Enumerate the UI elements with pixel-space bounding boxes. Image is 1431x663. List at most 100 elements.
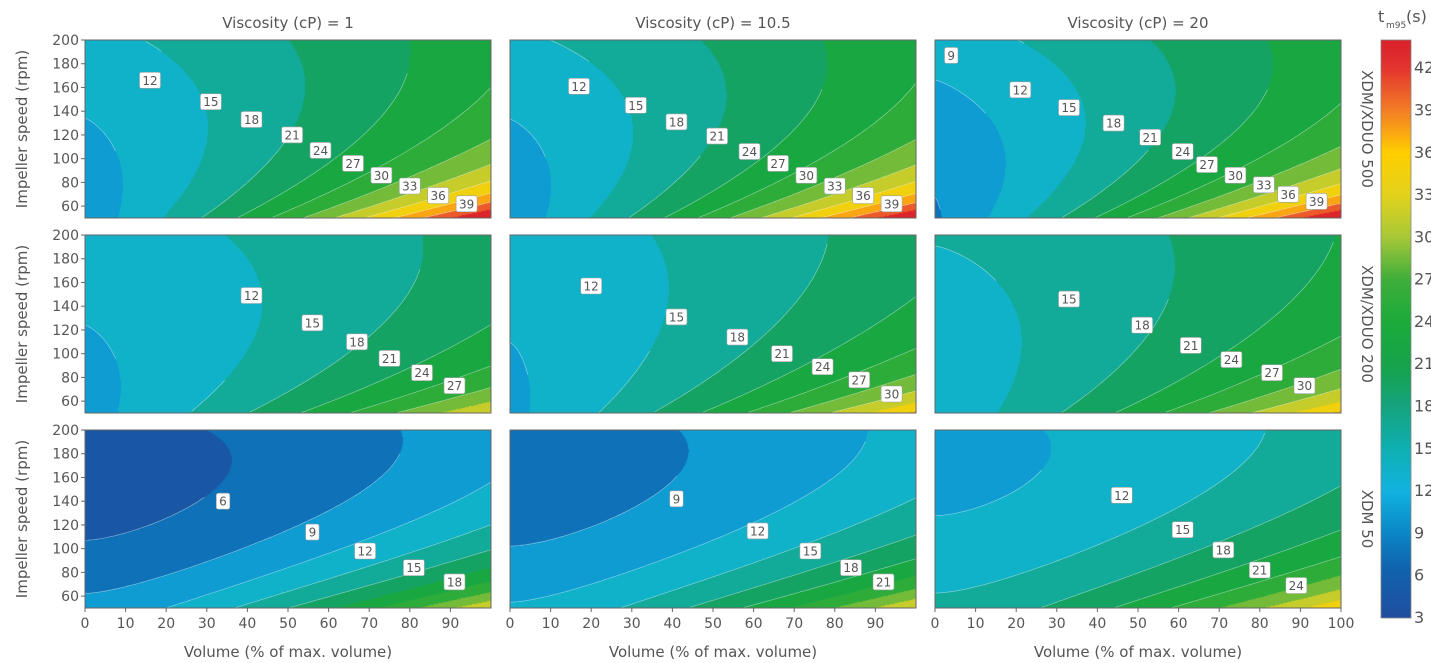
x-tick-label: 80 bbox=[1251, 616, 1269, 632]
colorbar-tick-label: 6 bbox=[1414, 566, 1424, 585]
x-tick-label: 40 bbox=[238, 616, 256, 632]
contour-label-text: 30 bbox=[884, 388, 899, 402]
contour-label: 27 bbox=[767, 155, 789, 172]
contour-label-text: 18 bbox=[730, 331, 745, 345]
contour-label-text: 12 bbox=[357, 545, 372, 559]
contour-label-text: 12 bbox=[1013, 83, 1028, 97]
contour-line-27 bbox=[1208, 368, 1342, 414]
contour-label-box bbox=[1249, 561, 1271, 579]
contour-label-text: 33 bbox=[402, 180, 417, 194]
contour-line-21 bbox=[1094, 89, 1268, 219]
contour-label-box bbox=[665, 113, 688, 131]
contour-line-9 bbox=[509, 475, 678, 547]
contour-line-15 bbox=[191, 380, 225, 412]
contour-label-box bbox=[1261, 364, 1283, 382]
contour-label: 27 bbox=[443, 377, 466, 395]
contour-label: 24 bbox=[811, 358, 834, 376]
contour-label-text: 24 bbox=[815, 360, 830, 374]
contour-label-box bbox=[370, 167, 393, 184]
contour-label-text: 15 bbox=[203, 95, 218, 109]
colorbar-tick-label: 27 bbox=[1414, 270, 1431, 289]
x-tick-label: 50 bbox=[1129, 616, 1147, 632]
contour-label-text: 18 bbox=[1106, 117, 1121, 131]
colorbar-tick-label: 39 bbox=[1414, 101, 1431, 120]
contour-label-box bbox=[706, 127, 728, 145]
contour-label-box bbox=[240, 111, 263, 128]
contour-label: 21 bbox=[1249, 561, 1271, 579]
contour-label: 15 bbox=[403, 559, 425, 577]
contour-label-box bbox=[398, 177, 421, 195]
contour-label-text: 21 bbox=[876, 575, 891, 589]
contour-label-text: 27 bbox=[770, 157, 785, 171]
colorbar-tick-label: 30 bbox=[1414, 227, 1431, 246]
contour-label-box bbox=[872, 573, 895, 591]
y-axis-label-row-1: Impeller speed (rpm) bbox=[13, 50, 31, 208]
y-tick-label: 200 bbox=[52, 33, 79, 49]
contour-label-text: 21 bbox=[1183, 339, 1198, 353]
contour-fill bbox=[510, 430, 916, 608]
contour-label-text: 24 bbox=[414, 366, 429, 380]
y-tick-label: 80 bbox=[61, 175, 79, 191]
x-tick-label: 30 bbox=[198, 616, 216, 632]
contour-label-box bbox=[1277, 186, 1299, 203]
contour-label-text: 27 bbox=[345, 157, 360, 171]
y-tick-label: 60 bbox=[61, 589, 79, 605]
contour-label-box bbox=[665, 308, 688, 326]
x-tick-label: 50 bbox=[704, 616, 722, 632]
contour-fill bbox=[935, 430, 1341, 608]
contour-label: 27 bbox=[342, 155, 364, 172]
x-tick-label: 90 bbox=[1291, 616, 1309, 632]
contour-label-text: 27 bbox=[447, 379, 462, 393]
contour-label-box bbox=[799, 542, 822, 560]
contour-label-text: 9 bbox=[947, 49, 955, 63]
contour-line-12 bbox=[509, 118, 546, 158]
panel-r1-c3: 9 12 15 18 21 24 27 30 33 36 39 bbox=[934, 39, 1342, 219]
x-tick-label: 0 bbox=[506, 616, 515, 632]
contour-label-text: 39 bbox=[1309, 195, 1324, 209]
contour-label-box bbox=[427, 187, 450, 204]
contour-label: 21 bbox=[378, 350, 401, 367]
contour-label-box bbox=[139, 72, 161, 89]
contour-line-12 bbox=[84, 117, 116, 151]
contour-label-text: 36 bbox=[1281, 188, 1296, 202]
y-tick-label: 120 bbox=[52, 128, 79, 144]
y-tick-label: 100 bbox=[52, 542, 79, 558]
contour-line-12 bbox=[934, 79, 987, 114]
contour-line-24 bbox=[748, 347, 917, 413]
contour-label: 27 bbox=[1261, 364, 1283, 382]
contour-line-15 bbox=[1018, 40, 1024, 44]
contour-label-text: 12 bbox=[142, 74, 157, 88]
contour-label: 18 bbox=[443, 573, 466, 591]
contour-label-box bbox=[1196, 156, 1218, 173]
contour-label: 15 bbox=[1171, 521, 1194, 539]
contour-label: 30 bbox=[1293, 377, 1316, 395]
contour-line-15 bbox=[145, 40, 162, 52]
contour-label-box bbox=[795, 167, 818, 184]
y-tick-label: 160 bbox=[52, 80, 79, 96]
contour-label-text: 24 bbox=[1289, 579, 1304, 593]
contour-line-12 bbox=[509, 441, 866, 603]
x-tick-label: 70 bbox=[1210, 616, 1228, 632]
contour-label: 18 bbox=[1102, 114, 1125, 132]
contour-label: 33 bbox=[398, 177, 421, 195]
y-tick-label: 60 bbox=[61, 394, 79, 410]
contour-label: 9 bbox=[305, 523, 320, 541]
contour-label: 12 bbox=[240, 287, 263, 304]
x-tick-label: 60 bbox=[320, 616, 338, 632]
contour-label-box bbox=[746, 522, 769, 540]
contour-label-text: 18 bbox=[447, 575, 462, 589]
colorbar-tick-label: 18 bbox=[1414, 397, 1431, 416]
contour-label-text: 21 bbox=[774, 347, 789, 361]
contour-label: 12 bbox=[1009, 81, 1032, 99]
contour-label: 15 bbox=[665, 308, 688, 326]
contour-label-text: 18 bbox=[843, 561, 858, 575]
contour-line-18 bbox=[654, 243, 828, 413]
contour-label: 18 bbox=[665, 113, 688, 131]
column-title-2: Viscosity (cP) = 10.5 bbox=[635, 14, 790, 32]
contour-line-18 bbox=[1041, 485, 1342, 608]
contour-label: 36 bbox=[852, 187, 875, 204]
y-axis-labels: Impeller speed (rpm) Impeller speed (rpm… bbox=[13, 50, 31, 598]
y-tick-label: 60 bbox=[61, 199, 79, 215]
panel-r3-c2: 9 12 15 18 21 0 10 20 30 40 50 60 70 80 90 bbox=[506, 429, 917, 632]
colorbar-gradient bbox=[1381, 40, 1411, 618]
